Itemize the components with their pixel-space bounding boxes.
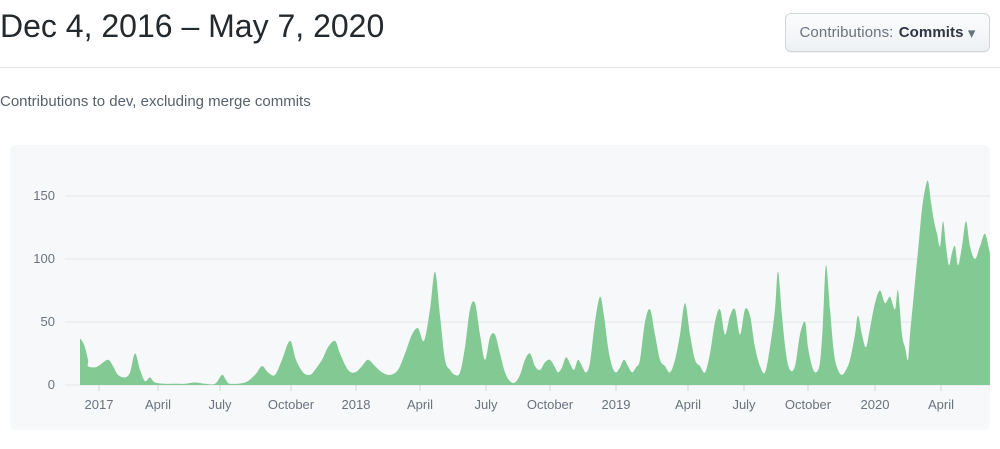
svg-text:April: April — [928, 397, 954, 412]
svg-text:2020: 2020 — [861, 397, 890, 412]
svg-text:July: July — [474, 397, 498, 412]
svg-text:July: July — [732, 397, 756, 412]
svg-text:0: 0 — [48, 377, 55, 392]
svg-text:October: October — [268, 397, 315, 412]
svg-text:October: October — [785, 397, 832, 412]
svg-text:July: July — [208, 397, 232, 412]
svg-text:2018: 2018 — [342, 397, 371, 412]
svg-text:150: 150 — [33, 188, 55, 203]
svg-text:2019: 2019 — [602, 397, 631, 412]
svg-text:April: April — [407, 397, 433, 412]
svg-text:100: 100 — [33, 251, 55, 266]
svg-text:50: 50 — [41, 314, 55, 329]
svg-text:2017: 2017 — [85, 397, 114, 412]
svg-text:April: April — [675, 397, 701, 412]
svg-text:April: April — [145, 397, 171, 412]
svg-text:October: October — [527, 397, 574, 412]
